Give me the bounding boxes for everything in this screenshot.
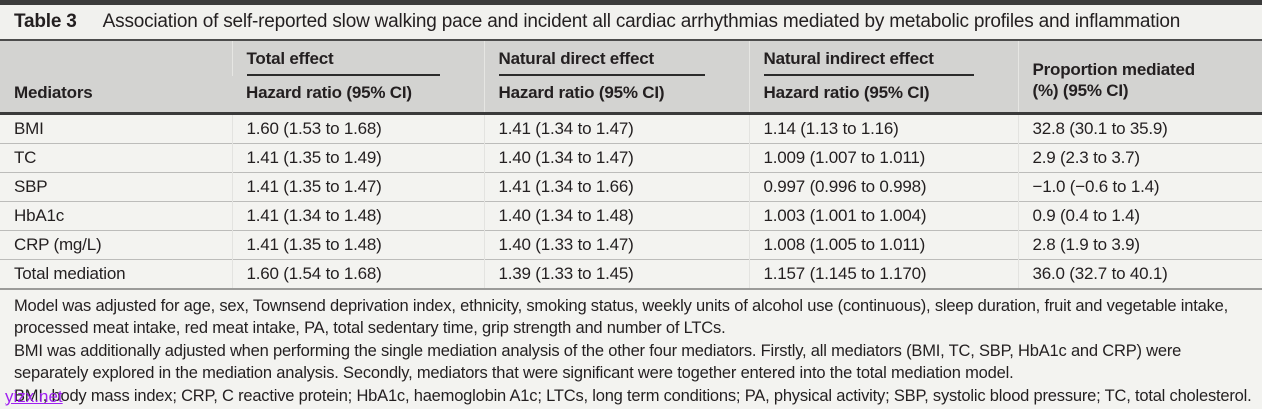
proportion-mediated-cell: 0.9 (0.4 to 1.4) <box>1017 201 1262 231</box>
proportion-mediated-cell: 2.8 (1.9 to 3.9) <box>1017 230 1262 260</box>
proportion-mediated-line1: Proportion mediated <box>1032 59 1196 79</box>
proportion-mediated-cell: −1.0 (−0.6 to 1.4) <box>1017 172 1262 202</box>
top-rule <box>0 0 1262 5</box>
subheader-hazard-ratio-direct: Hazard ratio (95% CI) <box>483 76 749 114</box>
direct-effect-cell: 1.39 (1.33 to 1.45) <box>483 259 749 289</box>
indirect-effect-cell: 1.14 (1.13 to 1.16) <box>748 113 1018 144</box>
mediator-cell: CRP (mg/L) <box>0 230 232 260</box>
indirect-effect-cell: 1.008 (1.005 to 1.011) <box>748 230 1018 260</box>
results-table: Mediators Total effect Natural direct ef… <box>0 41 1262 290</box>
total-effect-cell: 1.41 (1.35 to 1.48) <box>231 230 484 260</box>
direct-effect-cell: 1.40 (1.33 to 1.47) <box>483 230 749 260</box>
table-row: Total mediation 1.60 (1.54 to 1.68) 1.39… <box>0 259 1262 289</box>
column-group-total-effect: Total effect <box>231 41 484 76</box>
table-footnotes: Model was adjusted for age, sex, Townsen… <box>0 290 1262 409</box>
direct-effect-cell: 1.41 (1.34 to 1.66) <box>483 172 749 202</box>
table-header: Mediators Total effect Natural direct ef… <box>0 41 1262 114</box>
group-label-total-effect: Total effect <box>246 49 440 76</box>
direct-effect-cell: 1.41 (1.34 to 1.47) <box>483 113 749 144</box>
subheader-hazard-ratio-total: Hazard ratio (95% CI) <box>232 76 484 114</box>
proportion-mediated-cell: 36.0 (32.7 to 40.1) <box>1017 259 1262 289</box>
direct-effect-cell: 1.40 (1.34 to 1.48) <box>483 201 749 231</box>
column-header-mediators: Mediators <box>0 41 232 114</box>
table-title-bar: Table 3 Association of self-reported slo… <box>0 5 1262 41</box>
total-effect-cell: 1.60 (1.53 to 1.68) <box>231 113 484 144</box>
total-effect-cell: 1.41 (1.35 to 1.49) <box>231 143 484 173</box>
direct-effect-cell: 1.40 (1.34 to 1.47) <box>483 143 749 173</box>
proportion-mediated-cell: 2.9 (2.3 to 3.7) <box>1017 143 1262 173</box>
watermark-link: yizx.net <box>5 387 63 406</box>
group-label-natural-direct-effect: Natural direct effect <box>498 49 705 76</box>
footnote-abbreviations: BMI, body mass index; CRP, C reactive pr… <box>14 386 1252 405</box>
indirect-effect-cell: 1.009 (1.007 to 1.011) <box>748 143 1018 173</box>
footnote-mediation-method: BMI was additionally adjusted when perfo… <box>14 341 1182 383</box>
total-effect-cell: 1.60 (1.54 to 1.68) <box>231 259 484 289</box>
proportion-mediated-line2: (%) (95% CI) <box>1032 80 1129 100</box>
group-label-natural-indirect-effect: Natural indirect effect <box>763 49 974 76</box>
mediator-cell: BMI <box>0 113 232 144</box>
subheader-hazard-ratio-indirect: Hazard ratio (95% CI) <box>748 76 1018 114</box>
mediator-cell: SBP <box>0 172 232 202</box>
table-body: BMI 1.60 (1.53 to 1.68) 1.41 (1.34 to 1.… <box>0 113 1262 289</box>
footnote-model-adjustment: Model was adjusted for age, sex, Townsen… <box>14 297 1229 338</box>
table-row: CRP (mg/L) 1.41 (1.35 to 1.48) 1.40 (1.3… <box>0 230 1262 260</box>
mediator-cell: TC <box>0 143 232 173</box>
proportion-mediated-cell: 32.8 (30.1 to 35.9) <box>1017 113 1262 144</box>
mediator-cell: HbA1c <box>0 201 232 231</box>
column-header-proportion-mediated: Proportion mediated (%) (95% CI) <box>1017 41 1262 114</box>
table-row: BMI 1.60 (1.53 to 1.68) 1.41 (1.34 to 1.… <box>0 113 1262 144</box>
table-number-label: Table 3 <box>14 11 77 32</box>
indirect-effect-cell: 1.157 (1.145 to 1.170) <box>748 259 1018 289</box>
column-group-natural-direct-effect: Natural direct effect <box>483 41 749 76</box>
table-row: SBP 1.41 (1.35 to 1.47) 1.41 (1.34 to 1.… <box>0 172 1262 202</box>
table-row: HbA1c 1.41 (1.34 to 1.48) 1.40 (1.34 to … <box>0 201 1262 231</box>
total-effect-cell: 1.41 (1.34 to 1.48) <box>231 201 484 231</box>
table-row: TC 1.41 (1.35 to 1.49) 1.40 (1.34 to 1.4… <box>0 143 1262 173</box>
table-title-text: Association of self-reported slow walkin… <box>102 11 1181 32</box>
indirect-effect-cell: 0.997 (0.996 to 0.998) <box>748 172 1018 202</box>
mediator-cell: Total mediation <box>0 259 232 289</box>
column-group-natural-indirect-effect: Natural indirect effect <box>748 41 1018 76</box>
indirect-effect-cell: 1.003 (1.001 to 1.004) <box>748 201 1018 231</box>
total-effect-cell: 1.41 (1.35 to 1.47) <box>231 172 484 202</box>
